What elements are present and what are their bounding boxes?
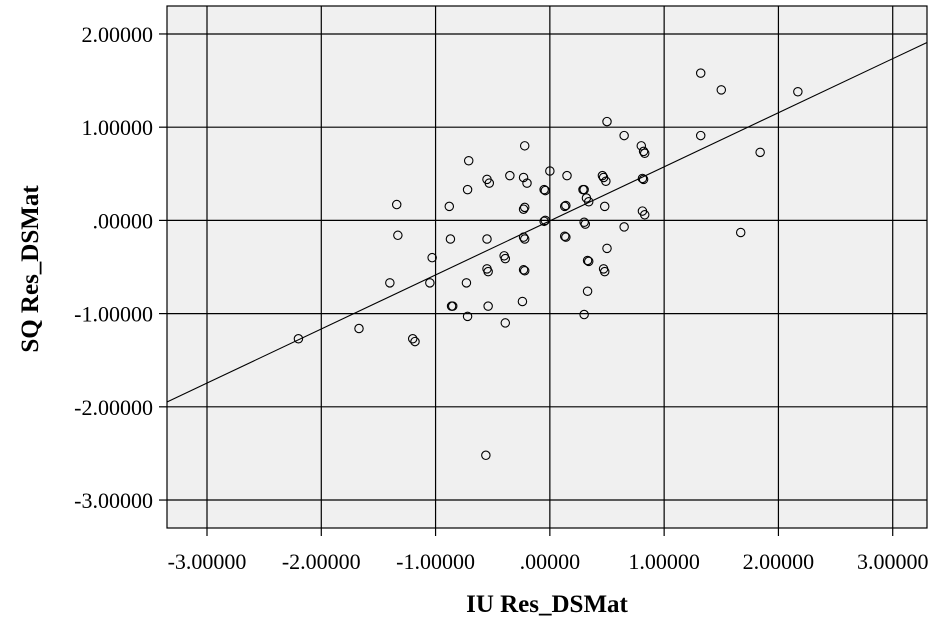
- y-tick-label: 2.00000: [82, 22, 154, 47]
- data-point: [518, 232, 529, 242]
- data-point: [559, 231, 570, 241]
- y-tick-label: 1.00000: [82, 115, 154, 140]
- data-point: [580, 219, 591, 229]
- data-point: [561, 232, 571, 242]
- data-point: [597, 170, 608, 181]
- data-point: [461, 278, 472, 288]
- data-point: [619, 130, 629, 141]
- y-tick-label: -3.00000: [74, 488, 153, 513]
- data-point: [755, 147, 765, 158]
- data-point: [602, 116, 612, 127]
- data-point: [583, 197, 594, 207]
- data-point: [599, 201, 610, 212]
- plot-area: [167, 6, 927, 528]
- data-point: [425, 278, 435, 288]
- data-point: [561, 200, 571, 211]
- x-tick-label: 2.00000: [743, 549, 815, 574]
- data-point: [293, 334, 304, 344]
- data-point: [462, 311, 473, 322]
- data-point: [735, 227, 746, 238]
- data-point: [579, 309, 589, 320]
- data-point: [427, 252, 437, 263]
- x-gridlines: [206, 6, 894, 528]
- data-point: [638, 146, 649, 157]
- x-axis-title: IU Res_DSMat: [466, 591, 628, 618]
- data-point: [599, 266, 610, 277]
- data-point: [602, 243, 612, 254]
- x-tick-label: 1.00000: [628, 549, 700, 574]
- x-tick-label: .00000: [520, 549, 581, 574]
- y-gridlines: [167, 33, 927, 501]
- data-point: [500, 253, 511, 264]
- data-point: [354, 323, 364, 334]
- data-point: [582, 255, 593, 266]
- y-axis-title: SQ Res_DSMat: [17, 185, 44, 353]
- data-point: [518, 204, 529, 214]
- data-point: [385, 278, 395, 288]
- data-point: [716, 85, 727, 95]
- data-point: [519, 234, 530, 244]
- data-point: [393, 230, 403, 241]
- data-point: [483, 301, 493, 311]
- data-point: [559, 201, 570, 212]
- data-point: [481, 450, 491, 461]
- data-point: [539, 216, 549, 227]
- data-point: [482, 234, 492, 244]
- data-point: [583, 256, 594, 267]
- data-point: [540, 185, 551, 196]
- data-point: [462, 184, 473, 195]
- data-point: [517, 296, 528, 307]
- data-point: [391, 199, 402, 210]
- y-axis-tick-labels: -3.00000 -2.00000 -1.00000 .00000 1.00000 2.0…: [74, 22, 153, 513]
- data-point: [601, 176, 611, 186]
- data-point: [522, 178, 532, 188]
- x-tick-label: -1.00000: [396, 549, 475, 574]
- data-point: [500, 318, 511, 328]
- axis-ticks: [159, 33, 894, 536]
- plot-frame: [166, 5, 928, 529]
- fit-line: [166, 41, 928, 403]
- data-point: [637, 173, 648, 184]
- data-point: [519, 265, 530, 276]
- data-point: [410, 336, 420, 347]
- data-point: [639, 210, 650, 220]
- data-point: [463, 155, 474, 166]
- data-point: [519, 141, 530, 151]
- data-points: [293, 68, 803, 461]
- data-point: [445, 234, 456, 244]
- data-point: [562, 170, 572, 181]
- x-tick-label: -3.00000: [168, 549, 247, 574]
- y-tick-label: -1.00000: [74, 302, 153, 327]
- data-point: [505, 170, 515, 181]
- x-tick-label: 3.00000: [857, 549, 929, 574]
- data-point: [619, 222, 629, 232]
- y-tick-label: -2.00000: [74, 395, 153, 420]
- data-point: [483, 266, 493, 277]
- data-point: [484, 178, 495, 188]
- data-point: [545, 166, 555, 176]
- data-point: [519, 202, 530, 213]
- data-point: [447, 301, 458, 311]
- x-tick-label: -2.00000: [282, 549, 361, 574]
- data-point: [695, 130, 706, 141]
- data-point: [793, 87, 803, 97]
- data-point: [444, 201, 455, 212]
- data-point: [539, 184, 549, 195]
- y-tick-label: .00000: [93, 208, 154, 233]
- data-point: [540, 215, 551, 226]
- data-point: [639, 148, 650, 159]
- data-point: [638, 174, 649, 185]
- x-axis-tick-labels: -3.00000 -2.00000 -1.00000 .00000 1.00000 2.0…: [168, 549, 929, 574]
- data-point: [579, 184, 589, 195]
- data-point: [407, 334, 418, 344]
- data-point: [579, 217, 589, 228]
- data-point: [518, 265, 529, 275]
- data-point: [582, 286, 593, 296]
- data-point: [695, 68, 706, 78]
- data-point: [518, 172, 529, 183]
